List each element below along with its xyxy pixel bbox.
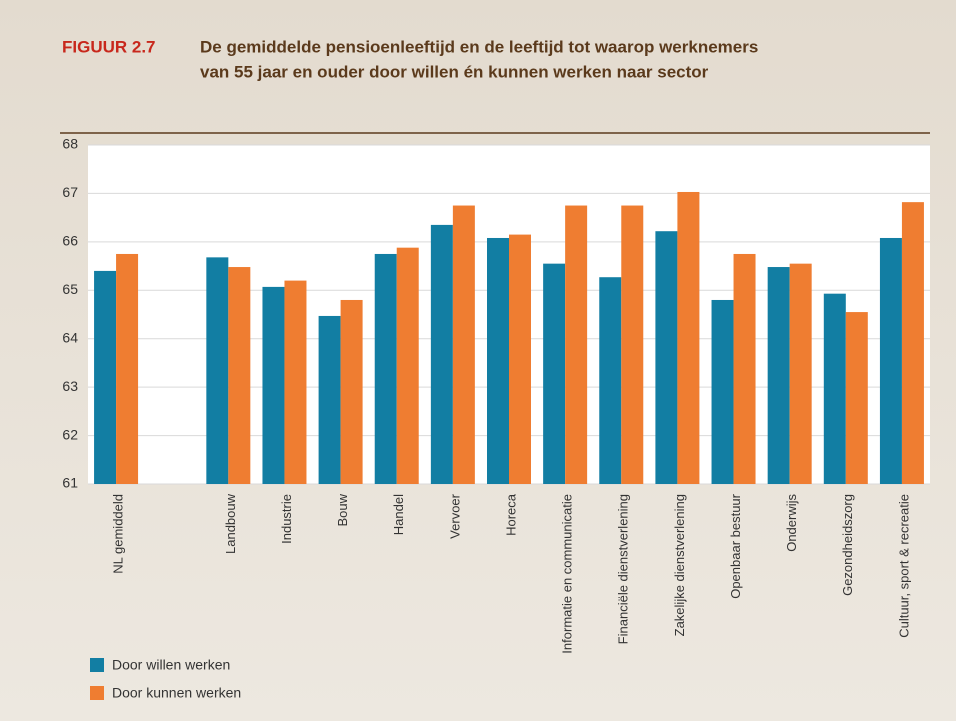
bar bbox=[677, 191, 700, 484]
bar bbox=[374, 253, 397, 484]
y-tick-label: 64 bbox=[62, 329, 78, 345]
bar bbox=[733, 253, 756, 484]
bar bbox=[396, 247, 419, 484]
bar bbox=[452, 205, 475, 485]
bar bbox=[509, 234, 531, 484]
y-tick-label: 68 bbox=[62, 136, 78, 152]
x-tick-label: Gezondheidszorg bbox=[840, 494, 855, 596]
bar bbox=[206, 257, 229, 484]
bar bbox=[823, 293, 846, 484]
y-tick-label: 67 bbox=[62, 184, 78, 200]
bar bbox=[94, 270, 117, 484]
bar bbox=[543, 263, 566, 484]
legend-swatch bbox=[90, 686, 104, 700]
x-tick-label: NL gemiddeld bbox=[111, 494, 126, 574]
bar bbox=[565, 205, 588, 485]
bar bbox=[879, 237, 902, 484]
y-tick-label: 65 bbox=[62, 281, 78, 297]
x-tick-label: Informatie en communicatie bbox=[560, 494, 575, 654]
x-tick-label: Openbaar bestuur bbox=[728, 493, 743, 598]
bar bbox=[284, 280, 307, 484]
bar bbox=[430, 224, 453, 484]
bar bbox=[318, 315, 341, 484]
bar bbox=[487, 237, 509, 484]
x-tick-label: Cultuur, sport & recreatie bbox=[896, 494, 911, 638]
bar bbox=[711, 299, 734, 484]
legend-label: Door kunnen werken bbox=[112, 685, 241, 701]
bar bbox=[340, 299, 363, 484]
figure-label: FIGUUR 2.7 bbox=[62, 37, 156, 56]
y-tick-label: 62 bbox=[62, 426, 78, 442]
bar bbox=[767, 267, 790, 484]
x-tick-label: Bouw bbox=[335, 493, 350, 526]
x-tick-label: Financiële dienstverlening bbox=[616, 494, 631, 644]
x-tick-label: Handel bbox=[391, 494, 406, 535]
x-tick-label: Onderwijs bbox=[784, 494, 799, 552]
bar bbox=[116, 253, 139, 484]
y-tick-label: 66 bbox=[62, 233, 78, 249]
bar bbox=[228, 267, 251, 484]
bar bbox=[599, 277, 622, 484]
chart-title: De gemiddelde pensioenleeftijd en de lee… bbox=[200, 37, 758, 56]
x-tick-label: Industrie bbox=[279, 494, 294, 544]
x-tick-label: Vervoer bbox=[447, 493, 462, 538]
y-tick-label: 63 bbox=[62, 378, 78, 394]
bar bbox=[789, 263, 812, 484]
x-tick-label: Landbouw bbox=[223, 493, 238, 554]
bar bbox=[845, 312, 868, 484]
bar bbox=[621, 205, 644, 485]
legend-swatch bbox=[90, 658, 104, 672]
x-tick-label: Zakelijke dienstverlening bbox=[672, 494, 687, 636]
bar bbox=[655, 231, 678, 484]
bar bbox=[901, 202, 924, 484]
legend-label: Door willen werken bbox=[112, 657, 230, 673]
x-tick-label: Horeca bbox=[503, 493, 518, 536]
chart-title: van 55 jaar en ouder door willen én kunn… bbox=[200, 62, 709, 81]
y-tick-label: 61 bbox=[62, 475, 78, 491]
bar bbox=[262, 286, 285, 484]
